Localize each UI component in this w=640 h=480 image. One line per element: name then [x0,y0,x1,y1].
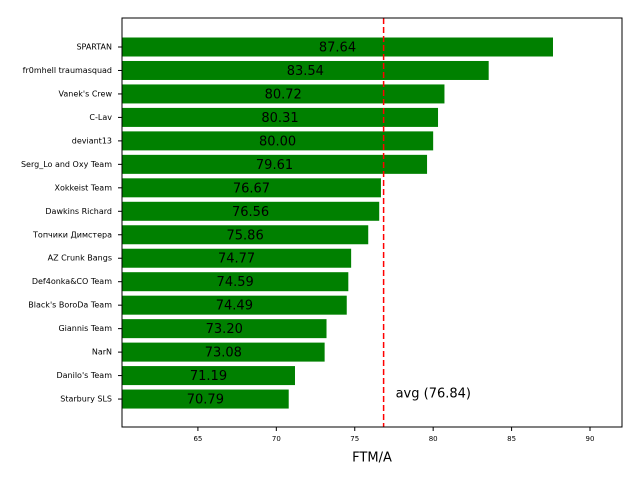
bar [122,389,289,409]
y-tick-label: Giannis Team [58,324,112,333]
bar [122,272,349,292]
y-tick-label: Vanek's Crew [59,89,113,98]
x-tick-label: 80 [429,435,438,443]
value-label: 73.08 [205,346,242,361]
value-label: 74.49 [216,299,253,314]
x-tick-label: 70 [272,435,281,443]
x-tick-label: 75 [350,435,359,443]
x-tick-label: 85 [507,435,516,443]
plot-frame [121,17,623,428]
average-label: avg (76.84) [396,387,471,402]
bar [122,107,439,127]
value-label: 80.72 [265,87,302,102]
bar [122,319,327,339]
y-tick-label: Xokkeist Team [55,183,113,192]
bar [122,37,553,57]
y-tick-label: Danilo's Team [56,371,112,380]
value-label: 74.77 [218,252,255,267]
value-label: 76.67 [233,181,270,196]
bar [122,84,445,104]
value-label: 73.20 [206,322,243,337]
value-label: 70.79 [187,393,224,408]
y-tick-label: Топчики Димстера [32,230,112,239]
y-tick-label: Black's BoroDa Team [28,301,112,310]
y-tick-label: Serg_Lo and Oxy Team [21,160,112,169]
bar [122,342,325,362]
bar [122,366,295,386]
bar [122,178,381,198]
y-tick-label: Def4onka&CO Team [32,277,112,286]
value-label: 83.54 [287,64,324,79]
bar [122,201,380,221]
y-tick-label: Dawkins Richard [45,207,112,216]
value-label: 75.86 [227,228,264,243]
y-tick-label: C-Lav [89,113,112,122]
bar [122,154,428,174]
x-axis-label: FTM/A [352,451,392,466]
bar [122,60,489,80]
y-tick-label: Starbury SLS [60,395,112,404]
bar [122,131,434,151]
y-tick-label: fr0mhell traumasquad [23,66,112,75]
y-tick-label: deviant13 [72,136,112,145]
bar [122,225,369,245]
value-label: 87.64 [319,41,356,56]
y-tick-label: SPARTAN [76,43,112,52]
bar [122,248,352,268]
value-label: 80.31 [261,111,298,126]
value-label: 71.19 [190,369,227,384]
bar [122,295,347,315]
x-tick-label: 90 [586,435,595,443]
value-label: 80.00 [259,134,296,149]
value-label: 76.56 [232,205,269,220]
y-tick-label: AZ Crunk Bangs [48,254,112,263]
value-label: 74.59 [217,275,254,290]
y-tick-label: NarN [92,348,112,357]
x-tick-label: 65 [193,435,202,443]
value-label: 79.61 [256,158,293,173]
